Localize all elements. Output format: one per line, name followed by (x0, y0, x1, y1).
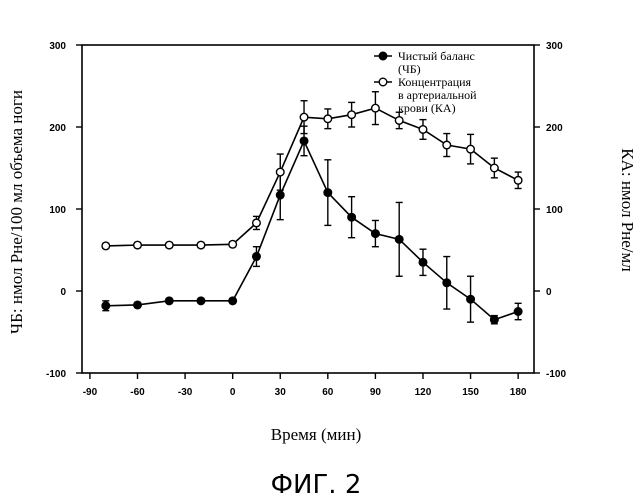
series-line-1 (106, 108, 518, 246)
y-right-tick-label: 0 (546, 287, 552, 298)
data-point (372, 230, 380, 238)
y-left-tick-label: -100 (46, 369, 66, 380)
x-tick-label: 0 (230, 387, 236, 398)
data-point (395, 117, 403, 125)
data-point (395, 236, 403, 244)
data-point (276, 168, 284, 176)
data-point (229, 240, 237, 248)
legend-label-net-balance-line-1: Чистый баланс (398, 49, 475, 63)
x-tick-label: -30 (178, 387, 193, 398)
data-point (514, 177, 522, 185)
y-left-tick-label: 300 (49, 41, 66, 52)
data-point (197, 241, 205, 249)
y-axis-left-ticks: -100 0 100 200 300 (46, 41, 82, 380)
data-point (324, 189, 332, 197)
legend-label-arterial-line-3: крови (КА) (398, 101, 456, 115)
x-tick-label: -90 (83, 387, 98, 398)
data-point (348, 111, 356, 119)
x-tick-label: 120 (415, 387, 432, 398)
data-point (102, 302, 110, 310)
y-axis-left-title: ЧБ: нмол Рне/100 мл объема ноги (7, 90, 26, 334)
x-axis-title: Время (мин) (271, 425, 362, 444)
data-point (491, 164, 499, 172)
data-point (276, 191, 284, 199)
y-left-tick-label: 200 (49, 123, 66, 134)
series-layer (102, 92, 522, 324)
data-point (491, 316, 499, 324)
data-point (467, 295, 475, 303)
data-point (324, 115, 332, 123)
x-tick-label: 150 (462, 387, 479, 398)
figure-caption: ФИГ. 2 (271, 470, 362, 500)
data-point (253, 219, 261, 227)
data-point (300, 113, 308, 121)
data-point (102, 242, 110, 250)
y-right-tick-label: 200 (546, 123, 563, 134)
data-point (419, 259, 427, 267)
legend: Чистый баланс (ЧБ) Концентрация в артери… (374, 49, 477, 115)
y-axis-right-ticks: -100 0 100 200 300 (534, 41, 566, 380)
legend-marker-arterial (379, 78, 387, 86)
data-point (443, 141, 451, 149)
data-point (165, 241, 173, 249)
y-right-tick-label: 300 (546, 41, 563, 52)
legend-label-net-balance-line-2: (ЧБ) (398, 62, 421, 76)
x-tick-label: 30 (275, 387, 287, 398)
legend-label-arterial-line-2: в артериальной (398, 88, 477, 102)
y-axis-right-title: КА: нмол Рне/мл (618, 148, 634, 272)
data-point (134, 241, 142, 249)
series-line-0 (106, 141, 518, 320)
legend-marker-net-balance (379, 52, 387, 60)
data-point (514, 308, 522, 316)
data-point (467, 145, 475, 153)
legend-label-arterial-line-1: Концентрация (398, 75, 472, 89)
y-left-tick-label: 0 (60, 287, 66, 298)
data-point (443, 279, 451, 287)
x-tick-label: 180 (510, 387, 527, 398)
data-point (229, 297, 237, 305)
x-axis-ticks: -90 -60 -30 0 30 60 90 120 150 180 (83, 373, 527, 398)
data-point (419, 126, 427, 134)
data-point (372, 104, 380, 112)
y-right-tick-label: -100 (546, 369, 566, 380)
data-point (300, 137, 308, 145)
x-tick-label: -60 (130, 387, 145, 398)
data-point (197, 297, 205, 305)
y-right-tick-label: 100 (546, 205, 563, 216)
data-point (134, 301, 142, 309)
x-tick-label: 90 (370, 387, 382, 398)
data-point (253, 253, 261, 261)
data-point (165, 297, 173, 305)
data-point (348, 213, 356, 221)
x-tick-label: 60 (322, 387, 334, 398)
y-left-tick-label: 100 (49, 205, 66, 216)
